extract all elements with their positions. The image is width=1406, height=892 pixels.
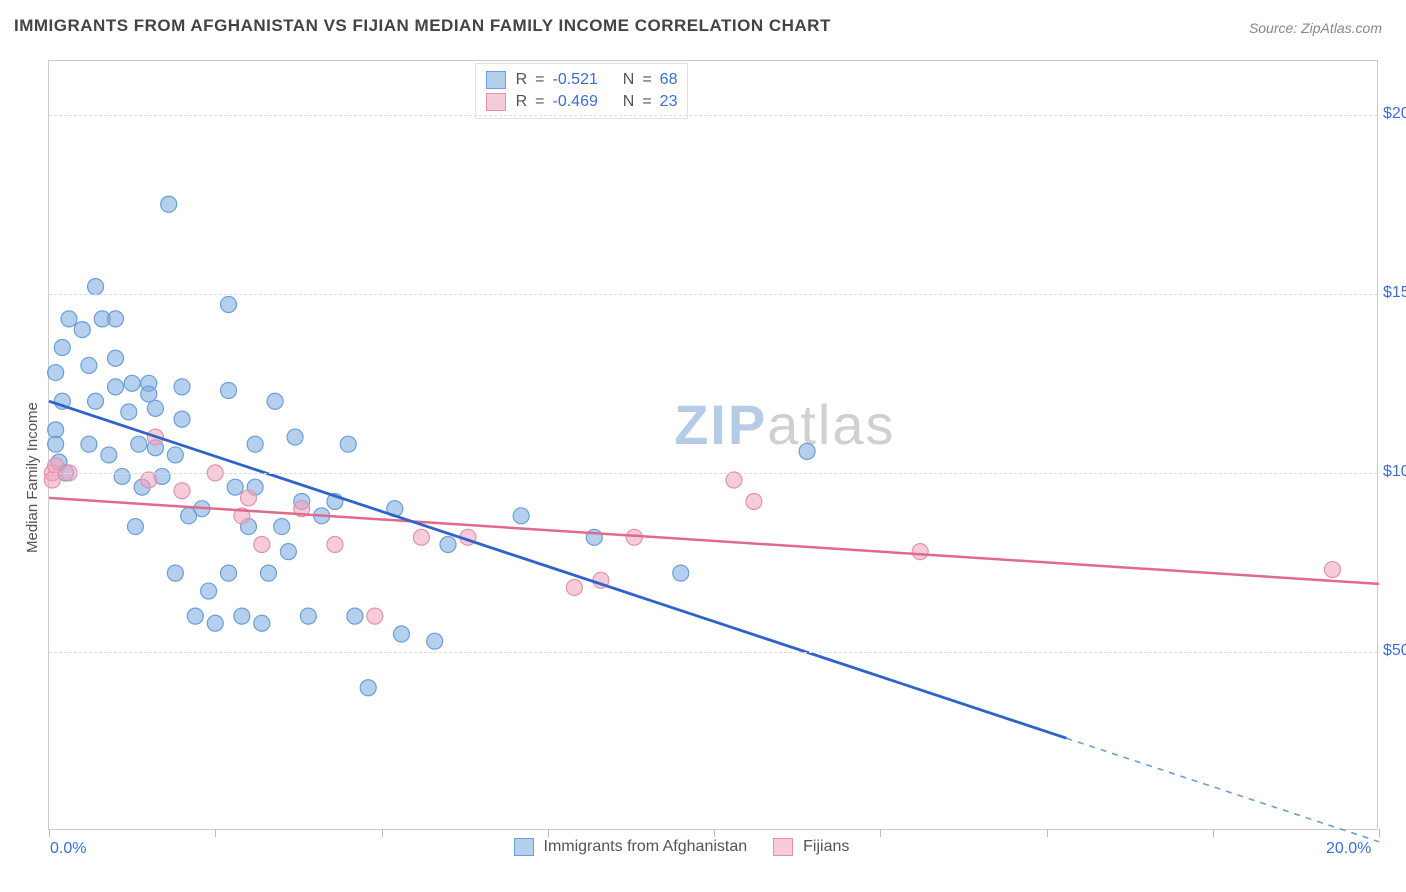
- xtick-20: [1379, 829, 1380, 837]
- stat-R-val-1: -0.469: [553, 91, 598, 113]
- stat-row-0: R = -0.521 N = 68: [486, 69, 678, 91]
- swatch-series1: [486, 71, 506, 89]
- ytick-label-200000: $200,000: [1383, 105, 1406, 123]
- legend-swatch-1: [773, 838, 793, 856]
- xtick-5: [382, 829, 383, 837]
- y-axis-label: Median Family Income: [24, 402, 41, 553]
- stat-row-1: R = -0.469 N = 23: [486, 91, 678, 113]
- eq-1b: =: [642, 91, 651, 113]
- stat-N-label-0: N: [623, 69, 635, 91]
- eq-0b: =: [642, 69, 651, 91]
- ytick-label-150000: $150,000: [1383, 284, 1406, 302]
- source-label: Source: ZipAtlas.com: [1249, 20, 1382, 36]
- stat-R-label-0: R: [516, 69, 528, 91]
- stat-N-label-1: N: [623, 91, 635, 113]
- stat-R-val-0: -0.521: [553, 69, 598, 91]
- stat-N-val-1: 23: [660, 91, 678, 113]
- xtick-7.5: [548, 829, 549, 837]
- x-axis-max-label: 20.0%: [1326, 840, 1371, 858]
- bottom-legend: Immigrants from Afghanistan Fijians: [514, 838, 850, 856]
- legend-item-1: Fijians: [773, 838, 849, 856]
- gridline-100000: [49, 473, 1377, 474]
- ytick-label-100000: $100,000: [1383, 463, 1406, 481]
- eq-0a: =: [535, 69, 544, 91]
- legend-item-0: Immigrants from Afghanistan: [514, 838, 748, 856]
- xtick-12.5: [880, 829, 881, 837]
- eq-1a: =: [535, 91, 544, 113]
- swatch-series2: [486, 93, 506, 111]
- legend-label-0: Immigrants from Afghanistan: [544, 838, 748, 856]
- xtick-0: [49, 829, 50, 837]
- stat-R-label-1: R: [516, 91, 528, 113]
- stat-N-val-0: 68: [660, 69, 678, 91]
- chart-title: IMMIGRANTS FROM AFGHANISTAN VS FIJIAN ME…: [14, 16, 831, 36]
- xtick-17.5: [1213, 829, 1214, 837]
- stat-legend: R = -0.521 N = 68 R = -0.469 N = 23: [475, 63, 689, 119]
- gridline-50000: [49, 652, 1377, 653]
- chart-container: IMMIGRANTS FROM AFGHANISTAN VS FIJIAN ME…: [0, 0, 1406, 892]
- xtick-10: [714, 829, 715, 837]
- gridline-200000: [49, 115, 1377, 116]
- x-axis-min-label: 0.0%: [50, 840, 86, 858]
- xtick-2.5: [215, 829, 216, 837]
- xtick-15: [1047, 829, 1048, 837]
- gridline-150000: [49, 294, 1377, 295]
- plot-area: ZIPatlas R = -0.521 N = 68 R = -0.469 N: [48, 60, 1378, 830]
- legend-swatch-0: [514, 838, 534, 856]
- legend-label-1: Fijians: [803, 838, 849, 856]
- plot-svg: [49, 61, 1379, 831]
- ytick-label-50000: $50,000: [1383, 642, 1406, 660]
